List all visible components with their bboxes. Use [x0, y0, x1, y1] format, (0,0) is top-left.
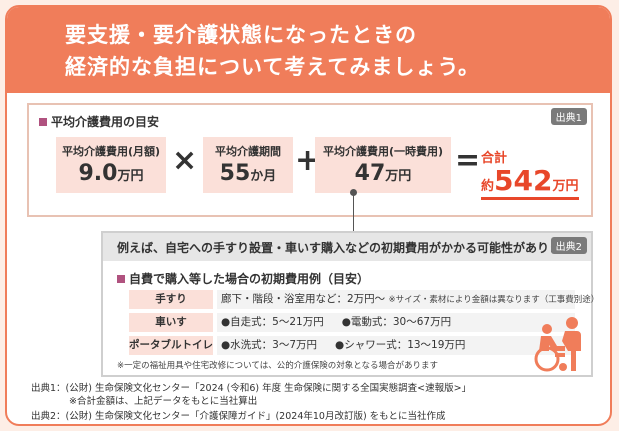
header-banner: 要支援・要介護状態になったときの 経済的な負担について考えてみましょう。 [7, 7, 610, 93]
source-1: 出典1：(公財) 生命保険文化センター「2024 (令和6) 年度 生命保険に関… [31, 383, 472, 394]
one-time-cost-term: 平均介護費用(一時費用) 47万円 [315, 137, 451, 193]
handrail-detail: 廊下・階段・浴室用など：2万円～ ※サイズ・素材により金額は異なります（工事費別… [217, 290, 599, 309]
monthly-cost-label: 平均介護費用(月額) [61, 145, 161, 158]
header-title-line2: 経済的な負担について考えてみましょう。 [65, 55, 481, 79]
period-term: 平均介護期間 55か月 [203, 137, 293, 193]
handrail-label: 手すり [129, 290, 213, 309]
square-bullet-icon [117, 275, 125, 283]
initial-cost-banner: 例えば、自宅への手すり設置・車いす購入などの初期費用がかかる可能性があります [103, 233, 591, 261]
portable-toilet-detail: ●水洗式：3～7万円 ●シャワー式：13～19万円 [217, 336, 575, 355]
average-cost-title: 平均介護費用の目安 [39, 113, 159, 130]
wheelchair-detail: ●自走式：5～21万円 ●電動式：30～67万円 [217, 313, 575, 332]
initial-cost-title: 自費で購入等した場合の初期費用例（目安） [117, 270, 369, 287]
connector-line [353, 191, 354, 231]
total-value: 542 [494, 164, 553, 197]
total-underline [481, 197, 579, 200]
caregiver-wheelchair-icon [534, 317, 581, 372]
total-unit: 万円 [552, 179, 579, 194]
multiply-sign: × [172, 143, 198, 178]
portable-toilet-label: ポータブルトイレ [129, 336, 213, 355]
total-label: 合計 [481, 151, 508, 166]
total-prefix: 約 [481, 179, 495, 194]
equals-sign: = [455, 143, 481, 178]
one-time-cost-value: 47万円 [354, 161, 412, 186]
square-bullet-icon [39, 118, 47, 126]
monthly-cost-value: 9.0万円 [78, 161, 144, 186]
header-title-line1: 要支援・要介護状態になったときの [65, 23, 417, 47]
initial-cost-banner-text: 例えば、自宅への手すり設置・車いす購入などの初期費用がかかる可能性があります [117, 241, 574, 255]
total-cost: 合計 約542万円 [481, 147, 579, 200]
source-tag-1: 出典1 [550, 108, 587, 125]
period-label: 平均介護期間 [215, 145, 281, 158]
info-card: 要支援・要介護状態になったときの 経済的な負担について考えてみましょう。 出典1… [5, 5, 612, 426]
monthly-cost-term: 平均介護費用(月額) 9.0万円 [56, 137, 166, 193]
initial-cost-footnote: ※一定の福祉用具や住宅改修については、公的介護保険の対象となる場合があります [117, 361, 438, 371]
source-1-note: ※合計金額は、上記データをもとに当社算出 [69, 396, 258, 407]
wheelchair-label: 車いす [129, 313, 213, 332]
source-tag-2: 出典2 [550, 237, 587, 254]
source-2: 出典2：(公財) 生命保険文化センター「介護保障ガイド」(2024年10月改訂版… [31, 411, 446, 422]
one-time-cost-label: 平均介護費用(一時費用) [322, 145, 444, 158]
initial-cost-box: 例えば、自宅への手すり設置・車いす購入などの初期費用がかかる可能性があります 出… [101, 231, 599, 377]
period-value: 55か月 [219, 161, 277, 186]
